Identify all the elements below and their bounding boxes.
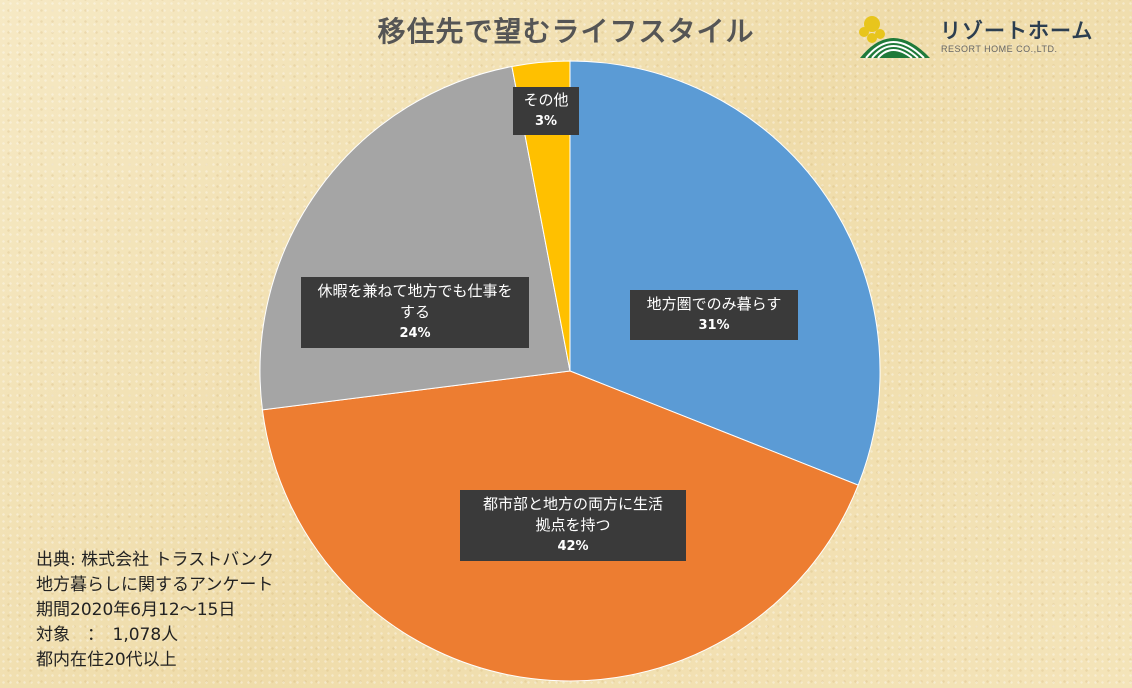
slice-label-dual-base: 都市部と地方の両方に生活 拠点を持つ 42%	[460, 490, 686, 561]
logo-name: リゾートホーム	[940, 19, 1094, 43]
pie-slice-other	[511, 60, 571, 372]
slice-label-workation: 休暇を兼ねて地方でも仕事を する 24%	[301, 277, 529, 348]
pie-slice-local-only	[569, 60, 881, 486]
survey-name-line: 地方暮らしに関するアンケート	[36, 575, 274, 595]
target-line: 対象 ： 1,078人	[36, 625, 179, 645]
chart-title: 移住先で望むライフスタイル	[377, 15, 755, 48]
logo-mark-icon	[859, 16, 930, 59]
period-line: 期間2020年6月12～15日	[36, 600, 236, 620]
source-line: 出典: 株式会社 トラストバンク	[36, 550, 275, 570]
slice-label-other: その他 3%	[513, 87, 579, 135]
source-note: 出典: 株式会社 トラストバンク 地方暮らしに関するアンケート 期間2020年6…	[36, 548, 274, 673]
logo-subtitle: RESORT HOME CO.,LTD.	[941, 44, 1058, 54]
residence-line: 都内在住20代以上	[36, 650, 177, 670]
slice-label-local-only: 地方圏でのみ暮らす 31%	[630, 290, 798, 340]
company-logo	[859, 16, 930, 59]
